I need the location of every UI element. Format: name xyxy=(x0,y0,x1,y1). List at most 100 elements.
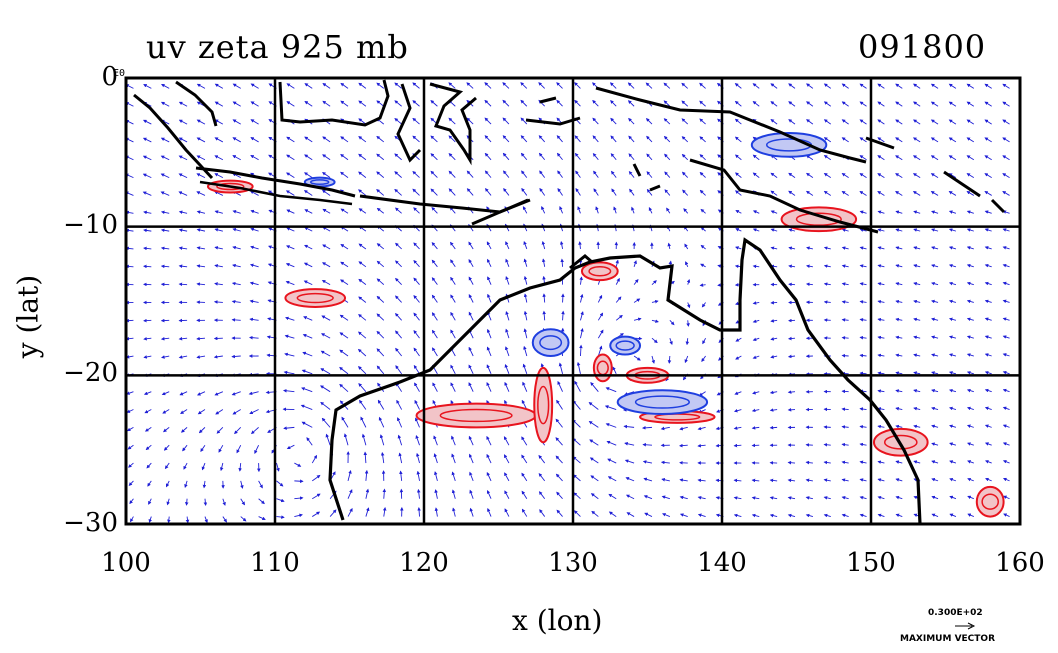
wind-vector xyxy=(304,227,313,232)
wind-vector xyxy=(196,137,206,143)
wind-vector xyxy=(575,188,581,196)
wind-vector xyxy=(448,82,456,89)
wind-vector xyxy=(161,84,170,89)
wind-vector xyxy=(304,172,313,178)
wind-vector xyxy=(240,498,245,506)
wind-vector xyxy=(841,460,849,465)
wind-vector xyxy=(214,83,224,89)
wind-vector xyxy=(787,478,796,483)
wind-vector xyxy=(611,188,617,196)
wind-vector xyxy=(142,137,152,143)
wind-vector xyxy=(555,437,563,446)
wind-vector xyxy=(160,210,170,215)
wind-vector xyxy=(984,281,992,286)
x-tick-label: 130 xyxy=(548,548,598,578)
wind-vector xyxy=(129,498,134,505)
wind-vector xyxy=(339,349,349,357)
wind-vector xyxy=(651,355,655,364)
wind-vector xyxy=(580,311,584,321)
wind-vector xyxy=(859,442,867,447)
wind-vector xyxy=(841,190,849,196)
wind-vector xyxy=(358,261,367,268)
wind-vector xyxy=(966,335,974,339)
wind-vector xyxy=(593,188,599,196)
wind-vector xyxy=(503,436,510,446)
wind-vector xyxy=(148,498,152,505)
wind-vector xyxy=(148,516,153,523)
wind-vectors xyxy=(126,82,1010,524)
wind-vector xyxy=(412,100,420,107)
wind-vector xyxy=(895,155,903,161)
wind-vector xyxy=(303,190,313,196)
wind-vector xyxy=(590,381,599,392)
wind-vector xyxy=(664,171,671,178)
wind-vector xyxy=(841,353,849,358)
wind-vector xyxy=(931,281,939,286)
wind-vector xyxy=(413,242,420,250)
coast-bismarck xyxy=(865,136,1006,214)
wind-vector xyxy=(984,388,992,393)
wind-vector xyxy=(984,371,992,375)
wind-vector xyxy=(823,300,831,304)
wind-vector xyxy=(660,460,670,465)
wind-vector xyxy=(250,137,259,143)
wind-vector xyxy=(877,282,885,286)
wind-vector xyxy=(574,99,581,107)
wind-vector xyxy=(628,117,635,125)
wind-vector xyxy=(913,424,921,429)
wind-vector xyxy=(376,100,385,107)
wind-vector xyxy=(232,155,241,161)
wind-vector xyxy=(340,171,349,178)
wind-vector xyxy=(361,433,367,446)
wind-vector xyxy=(343,433,349,446)
inner-contour xyxy=(439,408,513,423)
wind-vector xyxy=(576,361,581,374)
wind-vector xyxy=(486,435,492,446)
wind-vector xyxy=(202,480,207,489)
wind-vector xyxy=(214,191,224,196)
wind-vector xyxy=(1002,299,1010,304)
negative-vorticity-regions xyxy=(303,132,828,415)
wind-vector xyxy=(413,207,420,214)
wind-vector xyxy=(322,154,331,161)
wind-vector xyxy=(859,478,867,482)
wind-vector xyxy=(734,154,742,161)
wind-vector xyxy=(734,136,742,143)
wind-vector xyxy=(505,258,510,267)
wind-vector xyxy=(984,406,992,411)
coastlines xyxy=(133,79,1006,524)
wind-vector xyxy=(163,444,170,451)
wind-vector xyxy=(486,471,492,482)
wind-vector xyxy=(231,281,241,286)
wind-vector xyxy=(320,385,331,393)
wind-vector xyxy=(949,495,957,500)
wind-vector xyxy=(895,317,903,322)
wind-vector xyxy=(232,245,241,250)
wind-vector xyxy=(966,371,974,375)
wind-vector xyxy=(196,119,206,125)
wind-vector xyxy=(430,100,438,107)
wind-vector xyxy=(646,171,653,178)
wind-vector xyxy=(377,399,385,410)
wind-vector xyxy=(877,513,885,518)
wind-vector xyxy=(646,153,653,161)
wind-vector xyxy=(666,207,671,214)
wind-vector xyxy=(486,364,492,375)
wind-vector xyxy=(502,99,510,107)
wind-vector xyxy=(645,117,653,125)
wind-vector xyxy=(697,443,706,448)
wind-vector xyxy=(769,478,778,483)
wind-vector xyxy=(699,283,706,287)
wind-vector xyxy=(913,317,921,322)
wind-vector xyxy=(624,441,635,446)
wind-vector xyxy=(734,391,742,395)
wind-vector xyxy=(841,300,849,304)
wind-vector xyxy=(450,276,456,285)
wind-vector xyxy=(735,228,742,232)
wind-vector xyxy=(1002,228,1010,232)
wind-vector xyxy=(450,364,456,375)
wind-vector xyxy=(966,191,975,196)
wind-vector xyxy=(340,244,349,250)
wind-vector xyxy=(236,445,242,454)
wind-vector xyxy=(484,188,492,196)
